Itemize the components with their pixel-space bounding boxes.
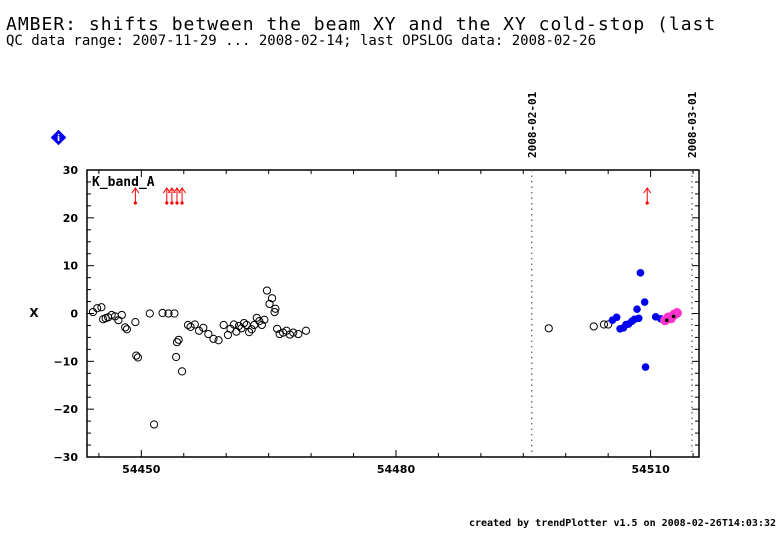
y-tick-label: −30 xyxy=(53,451,78,464)
data-point-open xyxy=(194,326,204,335)
blue-diamond-info-icon[interactable]: i xyxy=(50,129,67,146)
data-point-open xyxy=(214,336,223,345)
plot-frame xyxy=(86,169,700,458)
data-point-blue xyxy=(641,363,650,371)
data-point-open xyxy=(172,338,182,347)
date-marker-label: 2008-02-01 xyxy=(526,91,539,158)
data-point-black xyxy=(671,314,676,319)
chart-subtitle: QC data range: 2007-11-29 ... 2008-02-14… xyxy=(6,33,597,49)
off-scale-arrow xyxy=(178,187,186,205)
data-point-open xyxy=(164,309,173,318)
data-point-open xyxy=(133,353,143,362)
data-point-open xyxy=(301,326,311,335)
data-point-open xyxy=(209,334,218,343)
data-point-open xyxy=(177,367,187,376)
data-point-open xyxy=(257,320,266,330)
data-point-open xyxy=(247,325,256,334)
data-point-open xyxy=(149,420,159,429)
x-tick-label: 54450 xyxy=(122,463,161,476)
data-point-open xyxy=(599,320,609,329)
data-point-open xyxy=(88,307,98,317)
off-scale-arrow xyxy=(167,187,176,205)
off-scale-arrow xyxy=(643,187,652,205)
data-point-open xyxy=(589,322,598,331)
data-point-open xyxy=(239,318,249,328)
data-point-open xyxy=(121,323,130,332)
data-point-blue xyxy=(633,305,641,313)
data-point-open xyxy=(229,320,238,329)
y-tick-label: −10 xyxy=(53,355,78,368)
data-point-open xyxy=(544,324,553,333)
x-tick-label: 54480 xyxy=(377,463,416,476)
data-point-open xyxy=(174,335,183,344)
y-tick-label: 20 xyxy=(63,212,79,225)
svg-text:i: i xyxy=(57,134,60,144)
data-point-open xyxy=(158,308,167,318)
date-marker-label: 2008-03-01 xyxy=(686,91,699,158)
data-point-open xyxy=(260,315,269,324)
data-point-blue xyxy=(612,313,621,322)
data-point-open xyxy=(97,303,106,312)
data-point-open xyxy=(289,328,298,337)
data-point-blue xyxy=(640,298,649,306)
data-point-open xyxy=(117,310,126,320)
off-scale-arrow xyxy=(131,187,140,205)
data-point-open xyxy=(145,309,154,318)
data-point-open xyxy=(271,304,280,313)
off-scale-arrow xyxy=(162,187,171,205)
y-tick-label: −20 xyxy=(53,403,78,416)
data-point-open xyxy=(262,286,272,295)
data-point-open xyxy=(294,329,303,339)
y-axis-label: X xyxy=(29,306,39,320)
data-point-open xyxy=(604,320,613,329)
x-tick-label: 54510 xyxy=(631,463,670,476)
data-point-black xyxy=(664,318,669,322)
data-point-open xyxy=(270,307,279,317)
data-point-open xyxy=(219,320,228,330)
panel-label: K_band_A xyxy=(92,175,155,190)
data-point-open xyxy=(190,320,199,329)
data-point-open xyxy=(273,324,282,333)
data-point-open xyxy=(204,329,213,339)
data-point-blue xyxy=(634,314,643,323)
y-tick-label: 10 xyxy=(63,260,79,273)
y-tick-label: 30 xyxy=(63,164,79,177)
data-point-open xyxy=(131,318,140,327)
data-point-open xyxy=(186,322,195,331)
off-scale-arrow xyxy=(173,187,181,205)
data-point-open xyxy=(267,294,277,303)
chart-title: AMBER: shifts between the beam XY and th… xyxy=(6,14,717,35)
data-point-open xyxy=(245,328,254,337)
data-point-open xyxy=(170,309,179,318)
data-point-open xyxy=(172,352,181,362)
data-point-open xyxy=(199,323,208,332)
y-tick-label: 0 xyxy=(70,308,78,321)
data-point-blue xyxy=(636,269,645,277)
data-point-open xyxy=(93,304,102,313)
data-point-open xyxy=(132,351,141,360)
data-point-open xyxy=(122,325,131,334)
footer-credit: created by trendPlotter v1.5 on 2008-02-… xyxy=(468,518,776,529)
